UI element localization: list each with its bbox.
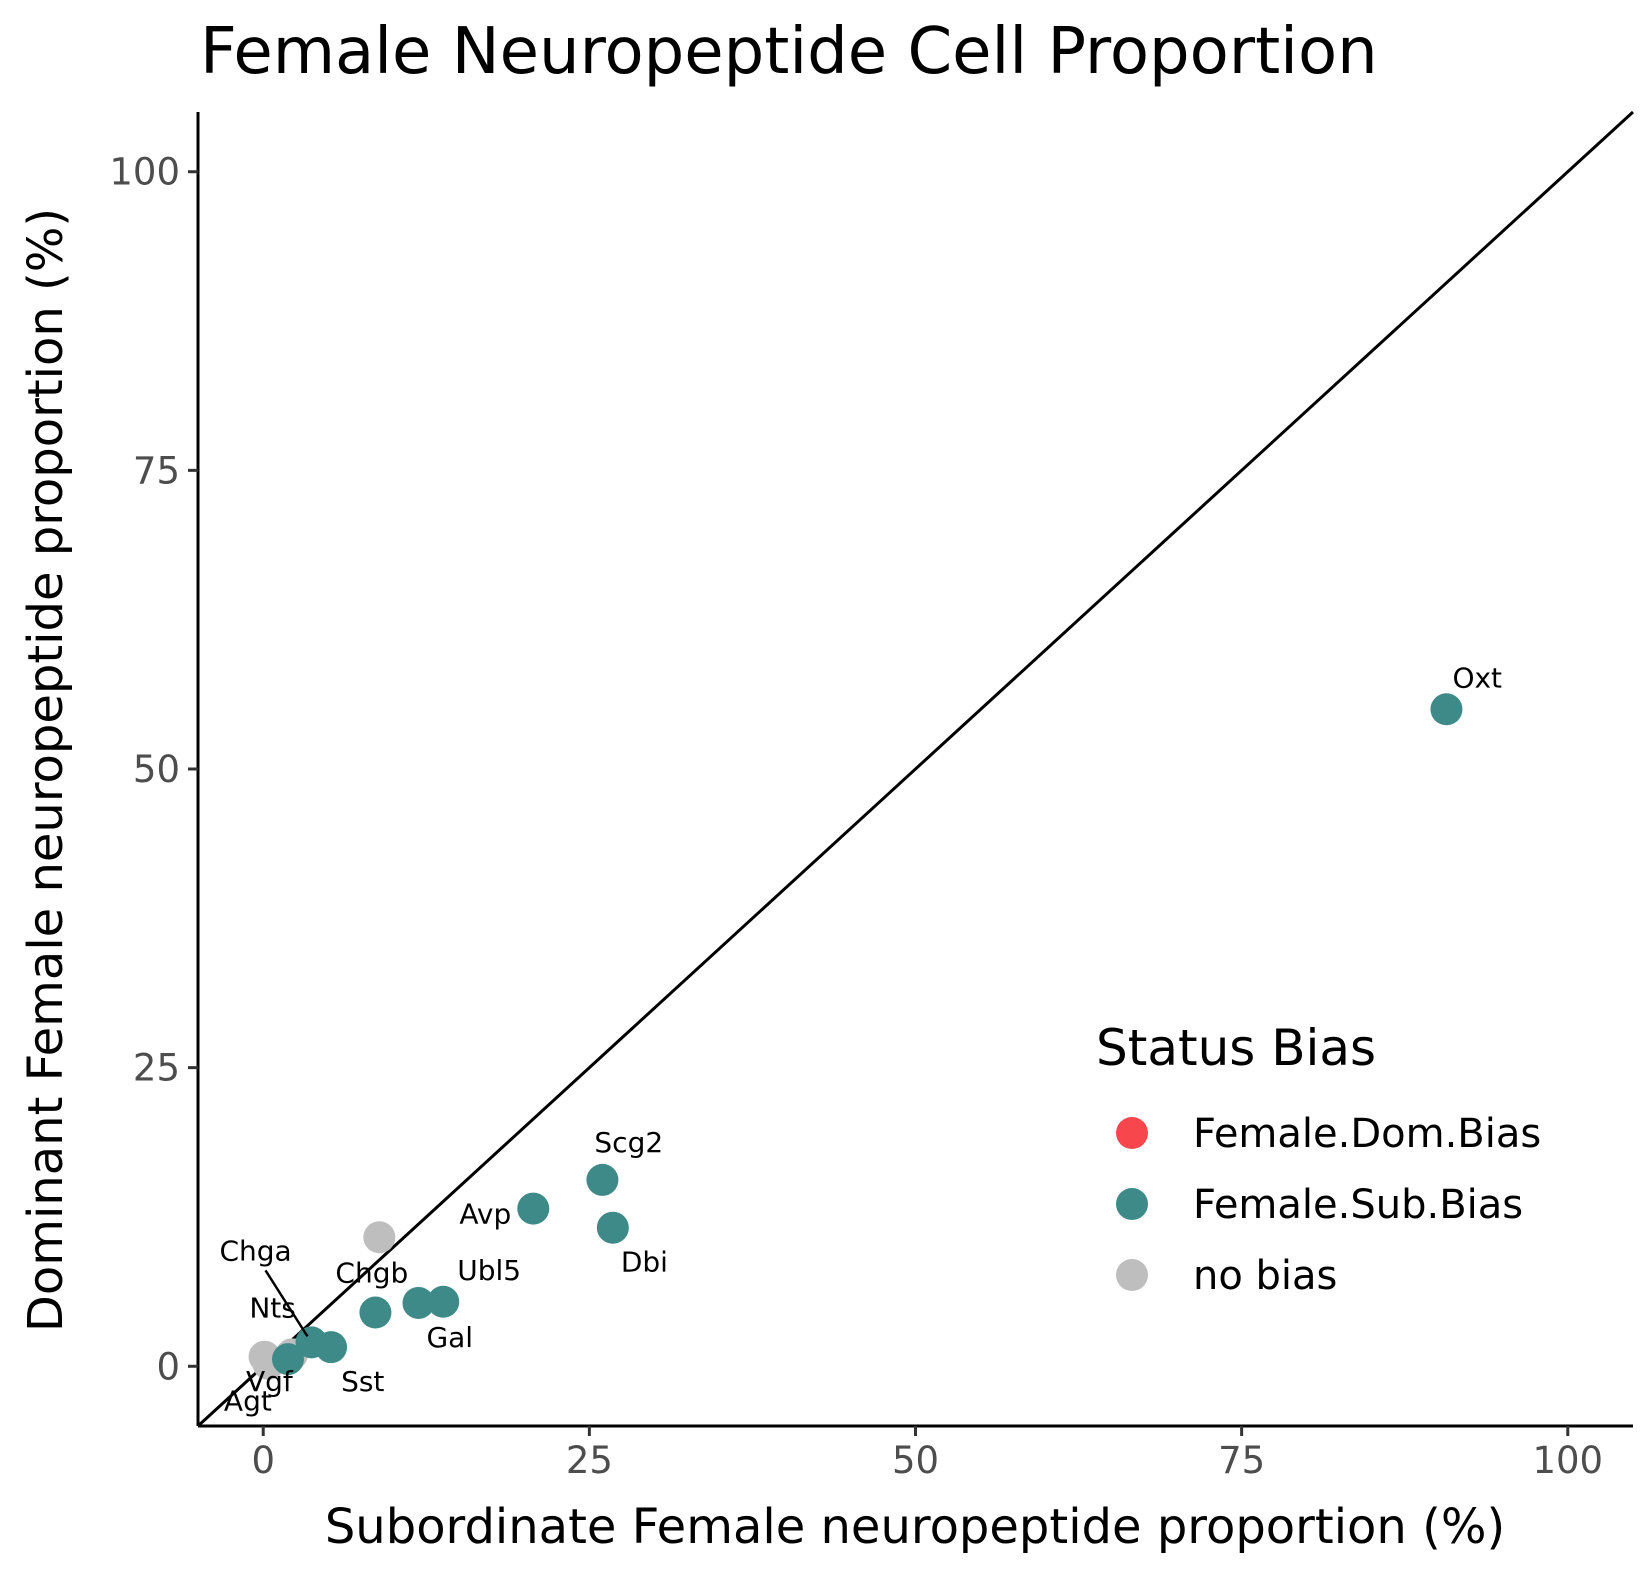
point-label-agt: Agt <box>224 1384 272 1417</box>
point-label-gal: Gal <box>426 1321 473 1354</box>
x-ticks: 0 25 50 75 100 <box>251 1426 1603 1482</box>
data-point-dbi <box>596 1211 629 1244</box>
point-label-vgf: Vgf <box>246 1365 294 1398</box>
data-point-avp <box>517 1192 550 1225</box>
data-point-scg2 <box>586 1163 619 1196</box>
point-label-sst: Sst <box>341 1365 384 1398</box>
axes: 0 25 50 75 100 0 25 50 75 100 <box>109 112 1633 1482</box>
identity-line <box>196 110 1635 1428</box>
reference-line-layer <box>196 110 1635 1428</box>
y-tick-label: 25 <box>133 1047 180 1090</box>
point-label-oxt: Oxt <box>1452 661 1502 694</box>
data-point-gal <box>402 1286 435 1319</box>
x-axis-title: Subordinate Female neuropeptide proporti… <box>325 1499 1505 1555</box>
legend-entries: Female.Dom.Bias Female.Sub.Bias no bias <box>1116 1111 1541 1299</box>
legend-label: Female.Dom.Bias <box>1193 1111 1541 1157</box>
point-label-chga: Chga <box>219 1234 291 1267</box>
plot-area: Oxt Scg2 Dbi Avp Ubl5 Gal Chgb Sst Chga Vgf Nts Agt <box>196 110 1635 1428</box>
legend-label: Female.Sub.Bias <box>1193 1182 1523 1228</box>
x-tick-label: 25 <box>566 1439 613 1482</box>
point-label-chgb: Chgb <box>335 1257 408 1290</box>
y-tick-label: 50 <box>133 748 180 791</box>
data-point-ubl5 <box>427 1285 460 1318</box>
y-axis-title: Dominant Female neuropeptide proportion … <box>18 208 74 1332</box>
point-label-scg2: Scg2 <box>594 1126 663 1159</box>
label-connector-chga <box>264 1269 309 1338</box>
legend-label: no bias <box>1193 1253 1337 1299</box>
y-tick-label: 100 <box>109 151 180 194</box>
points-layer <box>248 693 1463 1380</box>
data-point-chgb <box>359 1296 392 1329</box>
x-tick-label: 0 <box>251 1439 275 1482</box>
data-point-chga <box>295 1326 328 1359</box>
point-label-ubl5: Ubl5 <box>457 1254 521 1287</box>
data-point-oxt <box>1430 693 1463 726</box>
point-labels-layer: Oxt Scg2 Dbi Avp Ubl5 Gal Chgb Sst Chga Vgf Nts Agt <box>219 661 1502 1417</box>
x-tick-label: 50 <box>892 1439 939 1482</box>
y-ticks: 0 25 50 75 100 <box>109 151 198 1388</box>
point-label-avp: Avp <box>459 1198 511 1231</box>
legend-key-0 <box>1116 1117 1148 1149</box>
legend-key-2 <box>1116 1259 1148 1291</box>
y-tick-label: 75 <box>133 449 180 492</box>
data-point-nts <box>363 1221 396 1254</box>
point-label-dbi: Dbi <box>621 1246 668 1279</box>
point-label-nts: Nts <box>249 1291 296 1324</box>
legend-title: Status Bias <box>1096 1019 1376 1077</box>
y-tick-label: 0 <box>156 1345 180 1388</box>
chart-title: Female Neuropeptide Cell Proportion <box>200 15 1378 89</box>
x-tick-label: 75 <box>1218 1439 1265 1482</box>
data-point-vgf <box>272 1343 305 1376</box>
legend: Status Bias Female.Dom.Bias Female.Sub.Bi… <box>1096 1019 1541 1299</box>
x-tick-label: 100 <box>1532 1439 1603 1482</box>
legend-key-1 <box>1116 1188 1148 1220</box>
